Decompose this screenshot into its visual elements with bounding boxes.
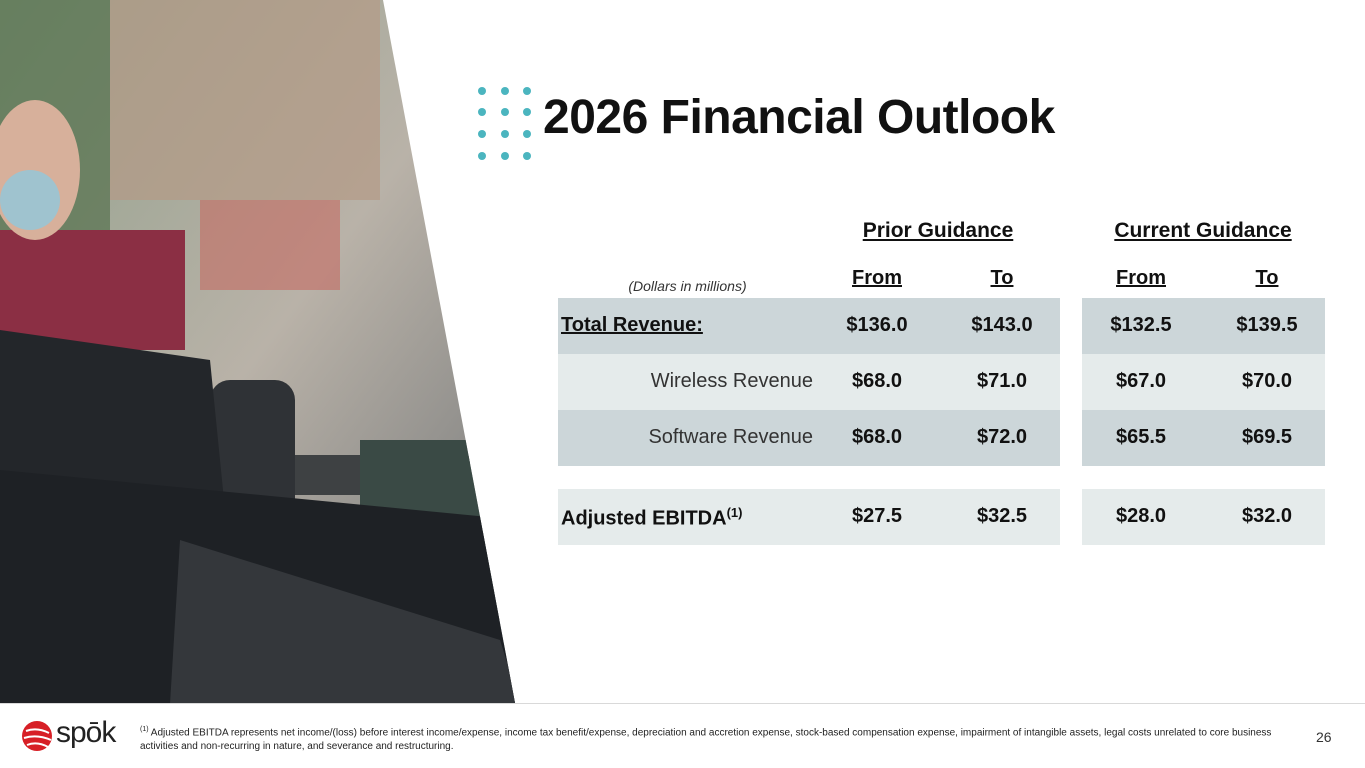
row-band — [558, 298, 1060, 354]
cell-value: $32.0 — [1241, 505, 1293, 527]
cell-value: $68.0 — [851, 370, 903, 392]
footnote-text: Adjusted EBITDA represents net income/(l… — [140, 727, 1272, 753]
row-band — [1082, 354, 1325, 410]
row-band — [558, 489, 1060, 545]
row-label: Total Revenue: — [561, 314, 703, 336]
column-header: From — [852, 267, 902, 289]
cell-value: $28.0 — [1115, 505, 1167, 527]
photo — [0, 0, 515, 703]
title: 2026 Financial Outlook — [543, 91, 1055, 144]
logo: spōk — [56, 716, 116, 749]
page-number: 26 — [1316, 729, 1332, 745]
cell-value: $32.5 — [976, 505, 1028, 527]
cell-value: $65.5 — [1115, 426, 1167, 448]
cell-value: $139.5 — [1236, 314, 1298, 336]
cell-value: $136.0 — [846, 314, 908, 336]
cell-value: $132.5 — [1110, 314, 1172, 336]
group-header: Prior Guidance — [862, 219, 1014, 242]
footnote-marker: (1) — [140, 726, 149, 733]
row-label: Software Revenue — [648, 426, 813, 448]
cell-value: $27.5 — [851, 505, 903, 527]
cell-value: $67.0 — [1115, 370, 1167, 392]
group-header: Current Guidance — [1114, 219, 1292, 242]
row-label-note: (1) — [726, 505, 743, 520]
dot-grid — [478, 87, 531, 160]
row-band — [1082, 298, 1325, 354]
column-header: To — [1255, 267, 1279, 289]
cell-value: $70.0 — [1241, 370, 1293, 392]
row-band — [558, 410, 1060, 466]
row-label: Wireless Revenue — [650, 370, 813, 392]
footnote: (1) Adjusted EBITDA represents net incom… — [140, 723, 1280, 754]
column-header: From — [1116, 267, 1166, 289]
cell-value: $72.0 — [976, 426, 1028, 448]
row-band — [558, 354, 1060, 410]
cell-value: $143.0 — [971, 314, 1033, 336]
unit-note: (Dollars in millions) — [628, 278, 747, 294]
logo-mark — [22, 721, 52, 751]
cell-value: $68.0 — [851, 426, 903, 448]
cell-value: $69.5 — [1241, 426, 1293, 448]
row-label-text: Adjusted EBITDA — [561, 507, 727, 530]
row-band — [1082, 489, 1325, 545]
row-band — [1082, 410, 1325, 466]
cell-value: $71.0 — [976, 370, 1028, 392]
row-label: Adjusted EBITDA(1) — [561, 505, 742, 531]
column-header: To — [990, 267, 1014, 289]
divider — [0, 703, 1365, 704]
